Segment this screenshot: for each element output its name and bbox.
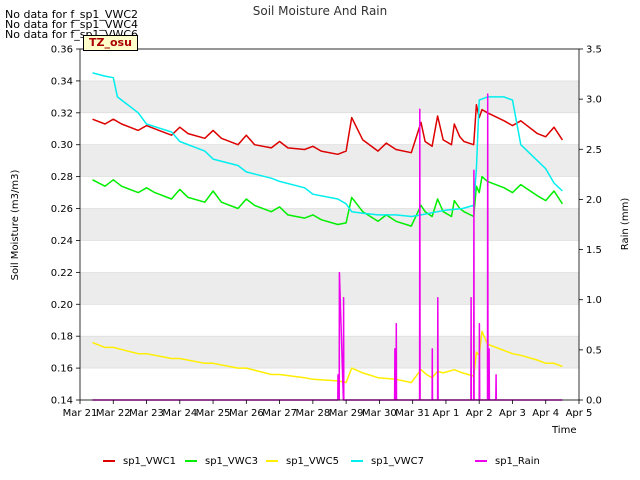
series-line-sp1_VWC1 bbox=[92, 104, 564, 156]
series-line-sp1_VWC7 bbox=[92, 72, 563, 218]
grid-band bbox=[80, 208, 579, 241]
y2-tick-label: 1.0 bbox=[586, 295, 602, 306]
timezone-badge: TZ_osu bbox=[83, 35, 138, 51]
y-tick-label: 0.16 bbox=[51, 364, 73, 375]
x-tick-label: Apr 1 bbox=[433, 408, 460, 419]
legend-label-sp1_VWC3: sp1_VWC3 bbox=[205, 456, 258, 467]
y-tick-label: 0.20 bbox=[51, 300, 73, 311]
y2-tick-label: 2.0 bbox=[586, 195, 602, 206]
y2-tick-label: 1.5 bbox=[586, 245, 602, 256]
y-tick-label: 0.22 bbox=[51, 268, 73, 279]
legend-label-sp1_VWC7: sp1_VWC7 bbox=[371, 456, 424, 467]
x-tick-label: Apr 3 bbox=[499, 408, 526, 419]
x-tick-label: Mar 31 bbox=[395, 408, 430, 419]
x-tick-label: Apr 5 bbox=[566, 408, 593, 419]
x-tick-label: Mar 21 bbox=[63, 408, 98, 419]
y2-tick-label: 2.5 bbox=[586, 145, 602, 156]
y-tick-label: 0.26 bbox=[51, 204, 73, 215]
y-tick-label: 0.30 bbox=[51, 140, 73, 151]
grid-band bbox=[80, 336, 579, 369]
y2-axis-label: Rain (mm) bbox=[620, 198, 631, 251]
y2-tick-label: 3.0 bbox=[586, 95, 602, 106]
no-data-note-2: No data for f_sp1_VWC4 bbox=[5, 18, 139, 31]
x-tick-label: Mar 22 bbox=[96, 408, 131, 419]
y-tick-label: 0.28 bbox=[51, 172, 73, 183]
y-tick-label: 0.14 bbox=[51, 396, 73, 407]
y-tick-label: 0.34 bbox=[51, 76, 73, 87]
x-tick-label: Mar 28 bbox=[295, 408, 330, 419]
y-tick-label: 0.18 bbox=[51, 332, 73, 343]
y2-tick-label: 0.0 bbox=[586, 396, 602, 407]
series-line-sp1_VWC3 bbox=[92, 175, 564, 227]
y2-tick-label: 0.5 bbox=[586, 345, 602, 356]
y-tick-label: 0.24 bbox=[51, 236, 73, 247]
x-axis-label: Time bbox=[551, 425, 576, 436]
x-tick-label: Mar 25 bbox=[196, 408, 231, 419]
y-tick-label: 0.32 bbox=[51, 108, 73, 119]
y-tick-label: 0.36 bbox=[51, 45, 73, 56]
x-tick-label: Mar 23 bbox=[129, 408, 164, 419]
x-tick-label: Apr 2 bbox=[466, 408, 493, 419]
grid-band bbox=[80, 272, 579, 305]
no-data-note-1: No data for f_sp1_VWC2 bbox=[5, 8, 139, 21]
y-axis-label: Soil Moisture (m3/m3) bbox=[10, 170, 21, 281]
y2-tick-label: 3.5 bbox=[586, 45, 602, 56]
chart-title: Soil Moisture And Rain bbox=[253, 4, 388, 18]
legend-label-sp1_VWC1: sp1_VWC1 bbox=[123, 456, 176, 467]
x-tick-label: Mar 30 bbox=[362, 408, 397, 419]
plot-frame bbox=[79, 48, 580, 401]
grid-band bbox=[80, 144, 579, 177]
x-tick-label: Mar 27 bbox=[262, 408, 297, 419]
x-tick-label: Mar 26 bbox=[229, 408, 264, 419]
x-tick-label: Mar 29 bbox=[329, 408, 364, 419]
x-tick-label: Mar 24 bbox=[162, 408, 197, 419]
legend-label-sp1_Rain: sp1_Rain bbox=[495, 456, 540, 467]
x-tick-label: Apr 4 bbox=[532, 408, 559, 419]
legend-label-sp1_VWC5: sp1_VWC5 bbox=[286, 456, 339, 467]
